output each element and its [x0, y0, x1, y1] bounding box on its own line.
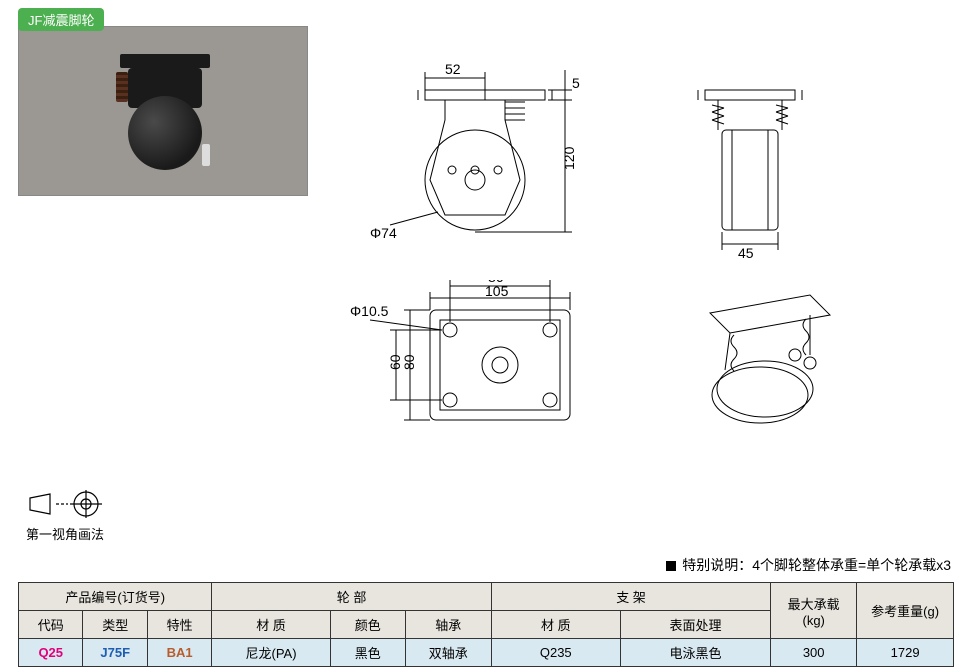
spec-table: 产品编号(订货号) 轮 部 支 架 最大承载 (kg) 参考重量(g) 代码 类…	[18, 582, 954, 667]
th-product-no: 产品编号(订货号)	[19, 583, 212, 611]
series-badge: JF减震脚轮	[18, 8, 104, 31]
product-photo	[18, 26, 308, 196]
td-surface: 电泳黑色	[620, 639, 770, 667]
td-br-material: Q235	[491, 639, 620, 667]
td-color: 黑色	[330, 639, 405, 667]
table-row: Q25 J75F BA1 尼龙(PA) 黑色 双轴承 Q235 电泳黑色 300…	[19, 639, 954, 667]
th-surface: 表面处理	[620, 611, 770, 639]
th-material: 材 质	[212, 611, 330, 639]
td-feature: BA1	[147, 639, 211, 667]
td-ref-weight: 1729	[857, 639, 954, 667]
th-feature: 特性	[147, 611, 211, 639]
photo-caster-graphic	[98, 46, 228, 176]
special-note: 特别说明：4个脚轮整体承重=单个轮承载x3	[666, 555, 951, 575]
dim-height: 120	[561, 146, 577, 170]
dim-wheel-dia: Φ74	[370, 225, 397, 241]
projection-label: 第一视角画法	[26, 524, 106, 543]
dim-bolt-pitch-y: 60	[387, 354, 403, 370]
td-bearing: 双轴承	[405, 639, 491, 667]
th-bearing: 轴承	[405, 611, 491, 639]
th-br-material: 材 质	[491, 611, 620, 639]
td-type: J75F	[83, 639, 147, 667]
note-bullet-icon	[666, 561, 676, 571]
dim-plate-wid: 80	[401, 354, 417, 370]
dim-bolt-pitch-x: 86	[488, 280, 504, 285]
projection-symbol: 第一视角画法	[26, 490, 106, 543]
td-material: 尼龙(PA)	[212, 639, 330, 667]
drawing-side-view: 52 5 120 Φ74	[350, 60, 610, 270]
dim-wheel-width: 45	[738, 245, 754, 261]
td-code: Q25	[19, 639, 83, 667]
note-text: 特别说明：4个脚轮整体承重=单个轮承载x3	[682, 557, 951, 573]
drawing-isometric	[670, 285, 850, 455]
dim-bolt-hole: Φ10.5	[350, 303, 389, 319]
td-max-load: 300	[771, 639, 857, 667]
th-color: 颜色	[330, 611, 405, 639]
th-bracket: 支 架	[491, 583, 770, 611]
dim-plate-thickness: 5	[572, 75, 580, 91]
th-type: 类型	[83, 611, 147, 639]
drawing-front-view: 45	[670, 60, 830, 270]
th-code: 代码	[19, 611, 83, 639]
th-ref-weight: 参考重量(g)	[857, 583, 954, 639]
dim-top-offset: 52	[445, 61, 461, 77]
th-wheel: 轮 部	[212, 583, 491, 611]
th-max-load: 最大承载 (kg)	[771, 583, 857, 639]
dim-plate-len: 105	[485, 283, 509, 299]
drawing-plate-view: 105 86 80 60 Φ10.5	[350, 280, 620, 460]
technical-drawings: 52 5 120 Φ74	[340, 60, 950, 460]
